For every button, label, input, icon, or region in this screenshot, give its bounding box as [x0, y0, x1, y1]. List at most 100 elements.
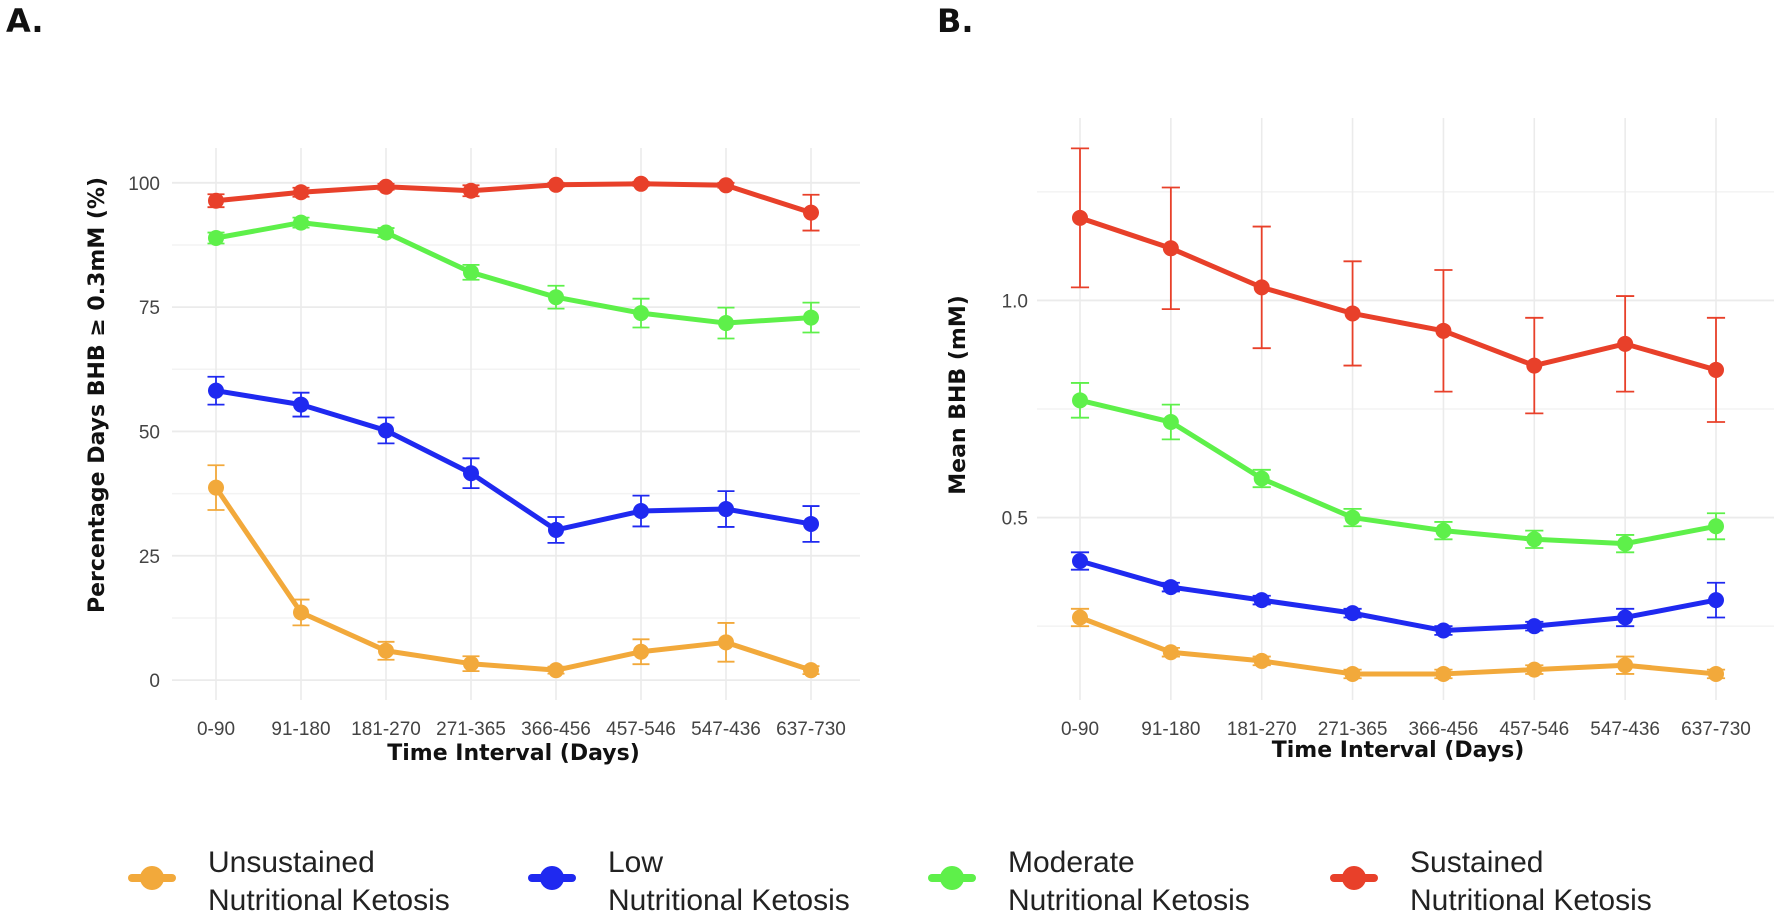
- data-point: [378, 642, 394, 659]
- x-tick-label: 271-365: [436, 719, 506, 740]
- legend-label-line2: Nutritional Ketosis: [1008, 884, 1250, 917]
- data-point: [548, 662, 564, 679]
- x-tick-label: 457-546: [1499, 719, 1569, 740]
- panel-b-label: B.: [937, 2, 974, 40]
- data-point: [1344, 605, 1361, 622]
- data-point: [463, 465, 479, 482]
- data-point: [1162, 644, 1179, 661]
- data-point: [803, 204, 819, 221]
- series-low-nutritional-ketosis: [1070, 551, 1726, 639]
- data-point: [1344, 665, 1361, 682]
- x-tick-label: 0-90: [197, 719, 235, 740]
- data-point: [1435, 665, 1452, 682]
- series-low-nutritional-ketosis: [207, 375, 820, 544]
- y-tick-label: 100: [128, 174, 160, 195]
- y-tick-label: 0: [149, 671, 160, 692]
- y-tick-label: 50: [139, 422, 160, 443]
- x-tick-label: 271-365: [1318, 719, 1388, 740]
- legend-item-1: Low Nutritional Ketosis: [528, 846, 850, 917]
- y-tick-label: 1.0: [1002, 291, 1028, 312]
- series-moderate-nutritional-ketosis: [207, 214, 820, 340]
- series-moderate-nutritional-ketosis: [1070, 382, 1726, 554]
- x-tick-label: 91-180: [271, 719, 330, 740]
- data-point: [803, 309, 819, 326]
- legend-label-line2: Nutritional Ketosis: [608, 884, 850, 917]
- y-axis-title: Percentage Days BHB ≥ 0.3mM (%): [85, 177, 110, 613]
- legend: Unsustained Nutritional Ketosis Low Nutriti…: [128, 846, 1652, 917]
- legend-item-0: Unsustained Nutritional Ketosis: [128, 846, 450, 917]
- series-unsustained-nutritional-ketosis: [207, 464, 820, 679]
- data-point: [1253, 652, 1270, 669]
- legend-label-line1: Unsustained: [208, 846, 375, 879]
- data-point: [1617, 335, 1634, 352]
- legend-label-line1: Low: [608, 846, 663, 879]
- data-point: [1253, 470, 1270, 487]
- series-line: [1079, 215, 1717, 373]
- data-point: [718, 501, 734, 518]
- data-point: [1617, 657, 1634, 674]
- data-point: [463, 182, 479, 199]
- legend-label-line1: Moderate: [1008, 846, 1135, 879]
- series-line: [215, 388, 812, 533]
- data-point: [1526, 661, 1543, 678]
- data-point: [378, 224, 394, 241]
- data-point: [293, 396, 309, 413]
- y-tick-label: 0.5: [1002, 509, 1028, 530]
- data-point: [1253, 592, 1270, 609]
- y-tick-label: 25: [139, 547, 160, 568]
- x-tick-label: 637-730: [1681, 719, 1751, 740]
- data-point: [803, 515, 819, 532]
- data-point: [208, 192, 224, 209]
- data-point: [463, 264, 479, 281]
- data-point: [1162, 579, 1179, 596]
- data-point: [1526, 357, 1543, 374]
- x-tick-label: 0-90: [1061, 719, 1099, 740]
- data-point: [208, 230, 224, 247]
- data-point: [208, 382, 224, 399]
- data-point: [1708, 361, 1724, 378]
- data-point: [1072, 209, 1088, 226]
- data-point: [1708, 665, 1724, 682]
- data-point: [1708, 592, 1724, 609]
- data-point: [1072, 553, 1088, 570]
- data-point: [1344, 509, 1361, 526]
- series-line: [215, 181, 812, 216]
- series-line: [1079, 397, 1717, 547]
- legend-key-marker: [940, 866, 964, 890]
- data-point: [633, 305, 649, 322]
- series-sustained-nutritional-ketosis: [207, 175, 820, 232]
- data-point: [208, 479, 224, 496]
- data-point: [633, 643, 649, 660]
- legend-key-marker: [140, 866, 164, 890]
- legend-label-line2: Nutritional Ketosis: [1410, 884, 1652, 917]
- x-axis-title: Time Interval (Days): [387, 741, 640, 766]
- x-tick-label: 181-270: [351, 719, 421, 740]
- data-point: [718, 634, 734, 651]
- data-point: [633, 503, 649, 520]
- x-tick-label: 366-456: [521, 719, 591, 740]
- y-tick-label: 75: [139, 298, 160, 319]
- data-point: [718, 177, 734, 194]
- data-point: [1708, 518, 1724, 535]
- x-tick-label: 637-730: [776, 719, 846, 740]
- data-point: [1162, 240, 1179, 257]
- data-point: [1162, 414, 1179, 431]
- data-point: [1435, 622, 1452, 639]
- series-sustained-nutritional-ketosis: [1070, 147, 1726, 423]
- data-point: [378, 422, 394, 439]
- data-point: [1072, 392, 1088, 409]
- series-line: [215, 220, 812, 326]
- data-point: [1253, 279, 1270, 296]
- x-tick-label: 547-436: [691, 719, 761, 740]
- x-tick-label: 181-270: [1227, 719, 1297, 740]
- data-point: [1435, 522, 1452, 539]
- data-point: [1344, 305, 1361, 322]
- legend-label-line1: Sustained: [1410, 846, 1543, 879]
- chart-panel-b: 0.5 1.0 0-90 91-180 181-270 271-365 366-456 457…: [946, 118, 1774, 763]
- legend-key-marker: [1342, 866, 1366, 890]
- data-point: [293, 184, 309, 201]
- data-point: [1072, 609, 1088, 626]
- data-point: [1617, 535, 1634, 552]
- series-unsustained-nutritional-ketosis: [1070, 607, 1726, 682]
